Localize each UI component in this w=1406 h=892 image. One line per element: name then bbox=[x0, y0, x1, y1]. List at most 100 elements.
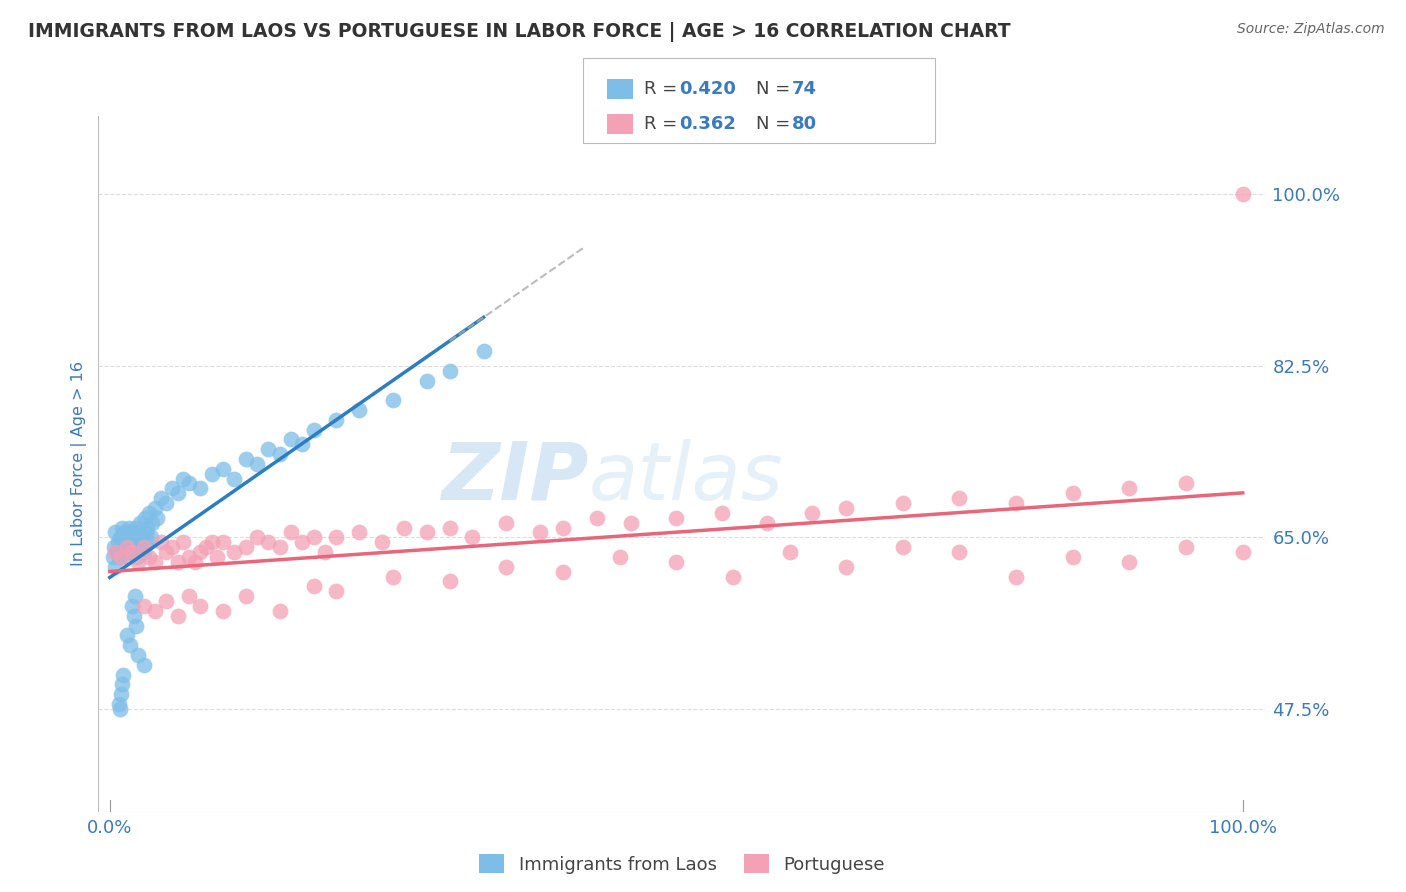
Text: N =: N = bbox=[756, 80, 796, 98]
Point bbox=[495, 559, 517, 574]
Point bbox=[166, 608, 188, 623]
Point bbox=[891, 540, 914, 554]
Point bbox=[138, 506, 160, 520]
Point bbox=[948, 545, 970, 559]
Point bbox=[125, 540, 148, 554]
Point bbox=[131, 540, 153, 554]
Point bbox=[1005, 496, 1028, 510]
Point bbox=[121, 545, 143, 559]
Point bbox=[125, 618, 148, 632]
Point bbox=[302, 579, 325, 593]
Point bbox=[112, 667, 135, 681]
Point bbox=[155, 496, 177, 510]
Point bbox=[160, 540, 183, 554]
Point bbox=[207, 549, 229, 564]
Point bbox=[104, 525, 127, 540]
Point bbox=[120, 545, 142, 559]
Point bbox=[201, 467, 224, 481]
Point bbox=[115, 540, 138, 554]
Point bbox=[439, 520, 461, 534]
Point bbox=[1062, 549, 1084, 564]
Point bbox=[172, 471, 194, 485]
Point bbox=[108, 549, 131, 564]
Point bbox=[195, 540, 218, 554]
Point bbox=[382, 393, 405, 408]
Point bbox=[529, 525, 551, 540]
Point bbox=[370, 535, 392, 549]
Point bbox=[132, 540, 155, 554]
Text: N =: N = bbox=[756, 115, 796, 133]
Point bbox=[112, 535, 135, 549]
Point bbox=[132, 599, 155, 613]
Point bbox=[224, 471, 246, 485]
Point bbox=[246, 530, 269, 544]
Point bbox=[117, 530, 139, 544]
Point bbox=[177, 549, 200, 564]
Point bbox=[166, 486, 188, 500]
Point bbox=[235, 589, 257, 603]
Text: ZIP: ZIP bbox=[441, 439, 589, 516]
Point bbox=[779, 545, 801, 559]
Point bbox=[121, 535, 143, 549]
Point bbox=[551, 565, 574, 579]
Point bbox=[110, 549, 132, 564]
Point bbox=[114, 549, 136, 564]
Point bbox=[127, 525, 149, 540]
Point bbox=[111, 520, 134, 534]
Point bbox=[755, 516, 778, 530]
Text: 80: 80 bbox=[792, 115, 817, 133]
Point bbox=[665, 555, 688, 569]
Y-axis label: In Labor Force | Age > 16: In Labor Force | Age > 16 bbox=[72, 361, 87, 566]
Point bbox=[121, 599, 143, 613]
Point bbox=[172, 535, 194, 549]
Point bbox=[224, 545, 246, 559]
Point bbox=[586, 510, 609, 524]
Point bbox=[118, 520, 141, 534]
Legend: Immigrants from Laos, Portuguese: Immigrants from Laos, Portuguese bbox=[470, 846, 894, 883]
Point bbox=[257, 535, 280, 549]
Point bbox=[212, 535, 235, 549]
Text: R =: R = bbox=[644, 115, 683, 133]
Point bbox=[551, 520, 574, 534]
Point bbox=[134, 510, 156, 524]
Point bbox=[136, 535, 159, 549]
Text: 74: 74 bbox=[792, 80, 817, 98]
Point bbox=[155, 545, 177, 559]
Point bbox=[127, 648, 149, 662]
Text: IMMIGRANTS FROM LAOS VS PORTUGUESE IN LABOR FORCE | AGE > 16 CORRELATION CHART: IMMIGRANTS FROM LAOS VS PORTUGUESE IN LA… bbox=[28, 22, 1011, 42]
Point bbox=[235, 540, 257, 554]
Text: 0.362: 0.362 bbox=[679, 115, 735, 133]
Point bbox=[146, 510, 169, 524]
Point bbox=[149, 535, 172, 549]
Point bbox=[665, 510, 688, 524]
Point bbox=[103, 540, 125, 554]
Point bbox=[325, 584, 347, 599]
Point bbox=[107, 535, 129, 549]
Point bbox=[124, 520, 146, 534]
Point bbox=[190, 599, 212, 613]
Point bbox=[835, 500, 858, 515]
Point bbox=[382, 569, 405, 583]
Point bbox=[280, 525, 302, 540]
Point bbox=[257, 442, 280, 457]
Point bbox=[124, 589, 146, 603]
Point bbox=[235, 452, 257, 467]
Point bbox=[120, 638, 142, 652]
Point bbox=[108, 702, 131, 716]
Point bbox=[143, 555, 166, 569]
Point bbox=[132, 657, 155, 672]
Point bbox=[495, 516, 517, 530]
Point bbox=[104, 545, 127, 559]
Point bbox=[269, 604, 291, 618]
Point bbox=[177, 476, 200, 491]
Point bbox=[291, 535, 314, 549]
Point bbox=[160, 481, 183, 495]
Point bbox=[325, 413, 347, 427]
Point bbox=[166, 555, 188, 569]
Point bbox=[104, 559, 127, 574]
Text: atlas: atlas bbox=[589, 439, 783, 516]
Point bbox=[108, 530, 131, 544]
Point bbox=[1062, 486, 1084, 500]
Point bbox=[127, 555, 149, 569]
Point bbox=[155, 594, 177, 608]
